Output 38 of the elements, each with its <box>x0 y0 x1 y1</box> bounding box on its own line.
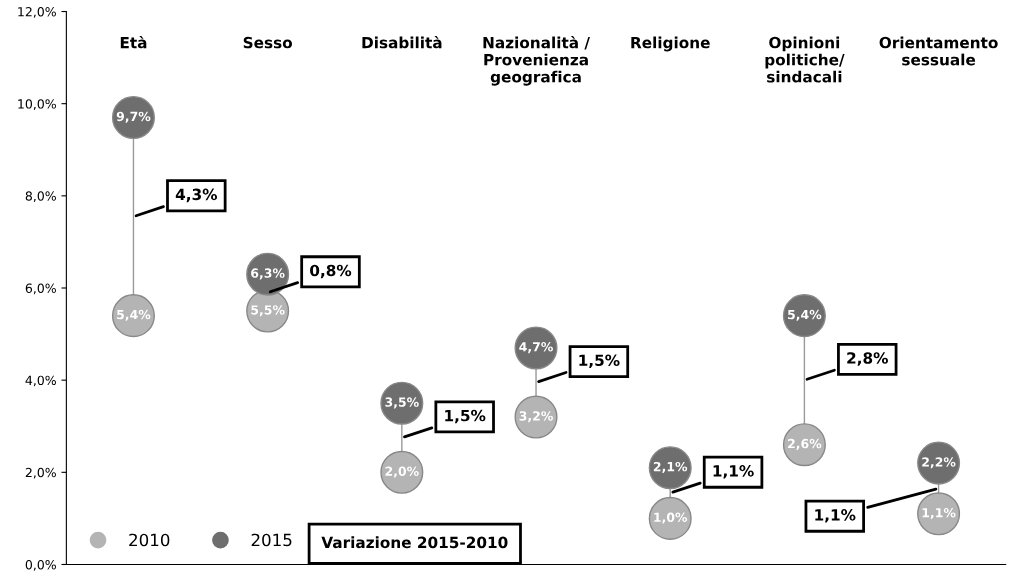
data-label: 3,2% <box>519 411 553 423</box>
data-label: 2,0% <box>385 466 419 478</box>
annotation: 1,1% <box>815 509 856 523</box>
data-label: 5,4% <box>117 309 151 321</box>
legend-label: 2015 <box>251 533 292 547</box>
data-label: 1,1% <box>922 507 956 520</box>
data-label: 5,5% <box>251 305 285 317</box>
data-label: 6,3% <box>251 268 285 280</box>
data-label: 5,4% <box>788 309 822 321</box>
annotation: 1,1% <box>713 465 754 479</box>
y-tick-label: 12,0% <box>18 6 56 18</box>
data-label: 4,7% <box>519 342 553 354</box>
data-label: 2,2% <box>922 457 956 469</box>
y-tick-label: 8,0% <box>25 191 56 203</box>
annotation: 2,8% <box>847 352 888 366</box>
annotation: 0,8% <box>310 264 352 279</box>
x-tick-label: Orientamento sessuale <box>879 36 998 66</box>
x-tick-label: Religione <box>631 36 710 52</box>
x-tick-label: Disabilità <box>362 35 442 49</box>
y-tick-label: 10,0% <box>18 99 56 110</box>
annotation: 1,5% <box>445 409 486 424</box>
annotation: Variazione 2015-2010 <box>321 536 508 549</box>
data-label: 9,7% <box>116 111 151 123</box>
annotation: 1,5% <box>579 354 620 369</box>
data-label: 2,6% <box>788 438 822 450</box>
data-label: 2,1% <box>653 461 688 473</box>
x-tick-label: Nazionalità / Provenienza geografica <box>483 35 590 86</box>
annotation: 4,3% <box>175 188 218 203</box>
data-label: 3,5% <box>385 397 419 409</box>
x-tick-label: Sesso <box>243 36 293 49</box>
y-tick-label: 4,0% <box>25 375 56 387</box>
x-tick-label: Opinioni politiche/ sindacali <box>765 36 845 83</box>
y-tick-label: 6,0% <box>25 283 56 295</box>
legend-label: 2010 <box>129 533 170 547</box>
data-label: 1,0% <box>654 512 688 524</box>
y-tick-label: 2,0% <box>25 467 56 479</box>
y-tick-label: 0,0% <box>25 559 56 571</box>
x-tick-label: Età <box>120 35 147 49</box>
